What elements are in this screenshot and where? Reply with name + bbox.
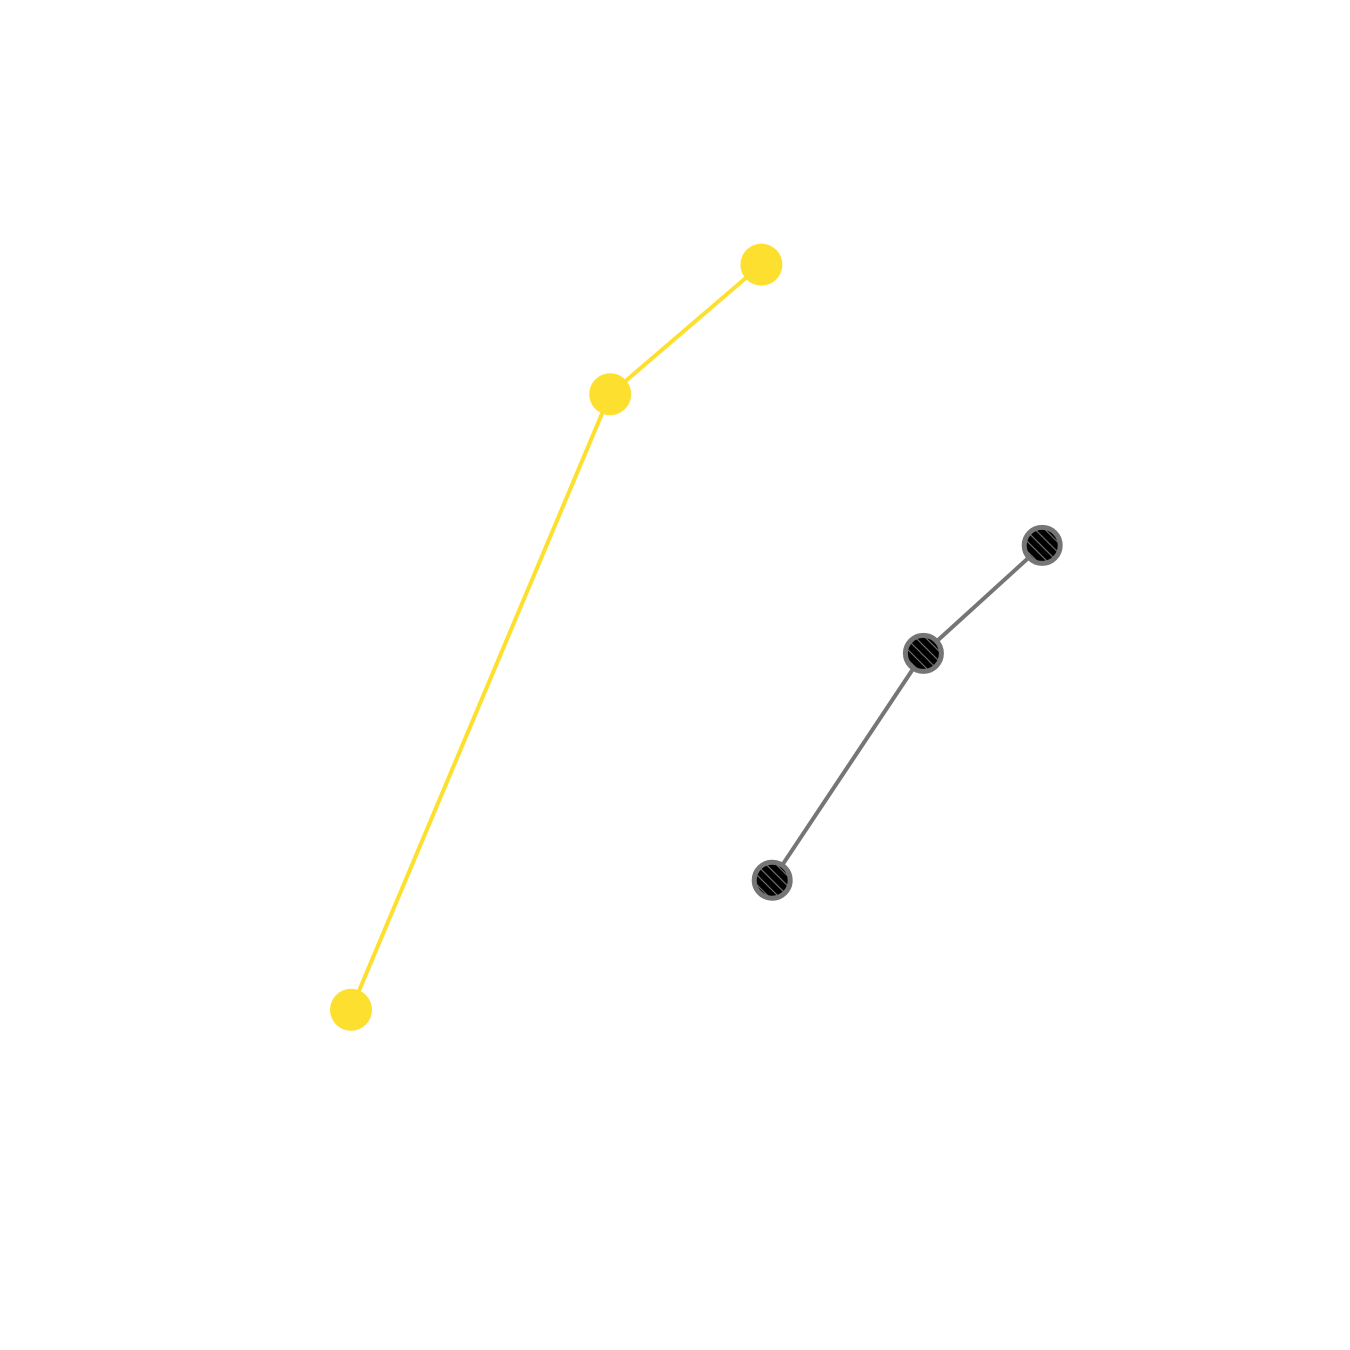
plot-layer [330, 243, 1063, 1031]
series-1 [330, 243, 783, 1031]
series-1-point-3 [740, 243, 783, 286]
series-2-line [770, 543, 1044, 882]
series-2-point-2 [902, 632, 944, 674]
series-1-line [349, 263, 763, 1011]
series-2-point-3 [1021, 524, 1063, 566]
series-2 [751, 524, 1063, 901]
series-2-point-1 [751, 859, 793, 901]
series-1-point-1 [330, 988, 372, 1031]
series-1-point-2 [589, 373, 632, 416]
